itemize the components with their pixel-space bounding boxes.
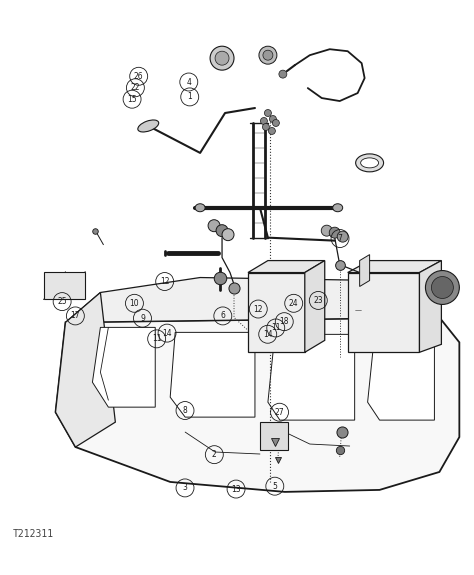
Text: 11: 11: [271, 324, 281, 332]
FancyBboxPatch shape: [44, 271, 85, 300]
Polygon shape: [55, 293, 115, 447]
Ellipse shape: [356, 154, 383, 172]
Circle shape: [426, 271, 459, 304]
Circle shape: [269, 116, 276, 122]
Polygon shape: [248, 273, 305, 352]
Circle shape: [321, 225, 332, 236]
Text: 26: 26: [134, 72, 144, 80]
Ellipse shape: [138, 120, 159, 132]
Circle shape: [259, 46, 277, 64]
Polygon shape: [55, 317, 459, 492]
Circle shape: [268, 128, 275, 135]
Text: 9: 9: [140, 314, 145, 323]
Text: —: —: [355, 308, 362, 313]
Text: 5: 5: [273, 482, 277, 490]
Circle shape: [263, 50, 273, 60]
Text: 10: 10: [129, 299, 139, 308]
Text: 4: 4: [186, 78, 191, 86]
Polygon shape: [260, 422, 288, 450]
Text: 25: 25: [57, 297, 67, 306]
Polygon shape: [360, 255, 370, 286]
Text: 12: 12: [254, 305, 263, 313]
Text: 17: 17: [71, 312, 80, 320]
Ellipse shape: [361, 158, 379, 168]
Circle shape: [279, 70, 287, 78]
Text: 15: 15: [127, 95, 137, 103]
Circle shape: [337, 231, 348, 242]
Text: 18: 18: [280, 317, 289, 326]
Text: 2: 2: [212, 450, 217, 459]
Polygon shape: [347, 260, 441, 273]
Text: 14: 14: [263, 330, 273, 339]
Polygon shape: [268, 334, 355, 420]
Circle shape: [329, 227, 340, 238]
Text: 24: 24: [289, 299, 299, 308]
Text: 7: 7: [337, 234, 343, 243]
Text: 27: 27: [275, 408, 284, 417]
Circle shape: [210, 46, 234, 70]
Text: 22: 22: [131, 83, 140, 92]
Polygon shape: [419, 260, 441, 352]
Text: 14: 14: [162, 329, 172, 338]
Circle shape: [215, 51, 229, 65]
Polygon shape: [170, 332, 255, 417]
Circle shape: [208, 220, 220, 232]
Ellipse shape: [195, 204, 205, 212]
Text: 6: 6: [220, 312, 225, 320]
Polygon shape: [305, 260, 325, 352]
Text: T212311: T212311: [13, 529, 54, 539]
Text: 13: 13: [231, 485, 241, 493]
Text: 3: 3: [182, 484, 187, 492]
Polygon shape: [368, 334, 434, 420]
Circle shape: [216, 225, 228, 237]
Circle shape: [260, 117, 267, 124]
Polygon shape: [347, 273, 419, 352]
Polygon shape: [92, 327, 155, 407]
Circle shape: [431, 277, 453, 298]
Polygon shape: [248, 260, 325, 273]
Text: 11: 11: [152, 334, 162, 343]
Text: 8: 8: [182, 406, 187, 415]
Ellipse shape: [333, 204, 343, 212]
Polygon shape: [65, 278, 439, 323]
Circle shape: [273, 120, 279, 126]
Circle shape: [263, 124, 269, 131]
Circle shape: [222, 229, 234, 241]
Text: 1: 1: [187, 93, 192, 101]
Text: 23: 23: [313, 296, 323, 305]
Circle shape: [264, 109, 272, 117]
Text: 12: 12: [160, 277, 169, 286]
